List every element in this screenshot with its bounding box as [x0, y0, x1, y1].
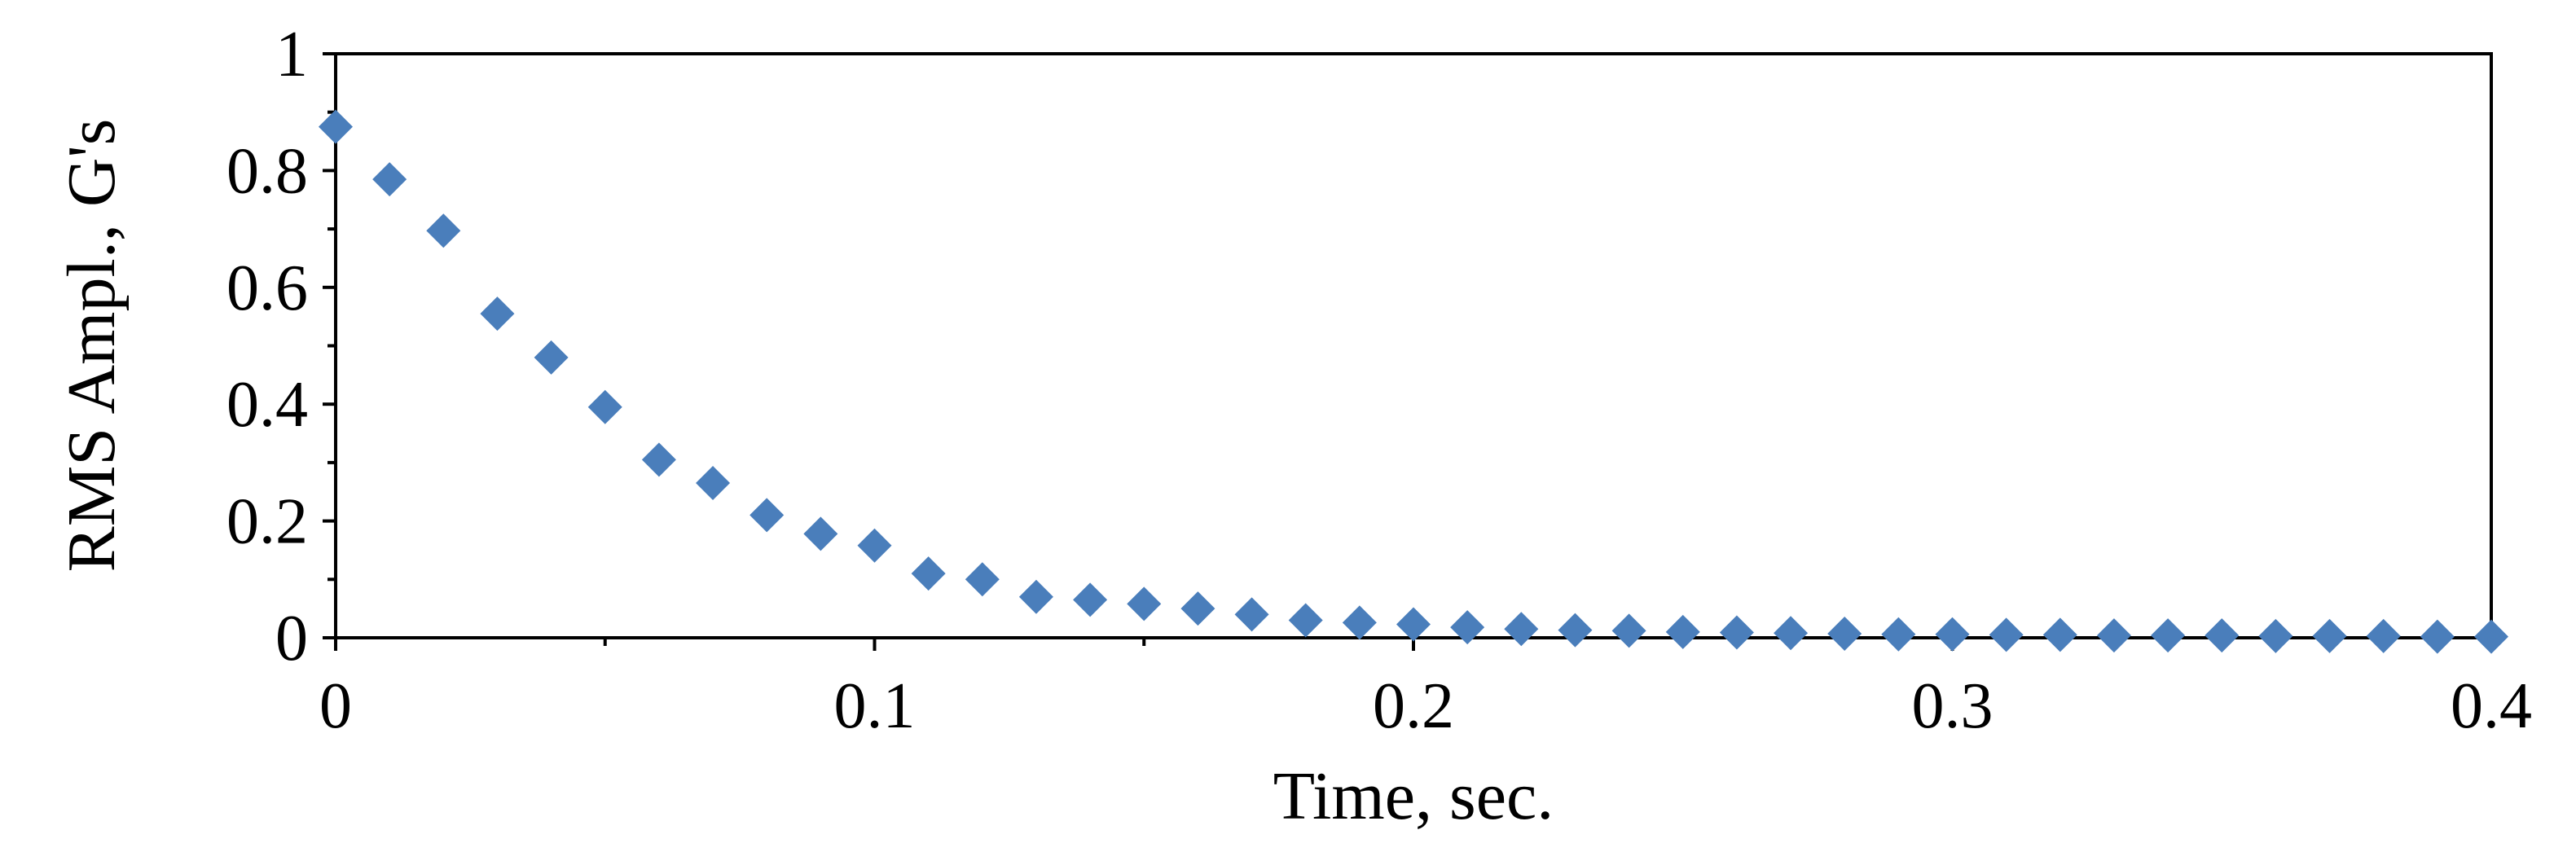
x-tick-label: 0.1 [834, 670, 916, 742]
x-axis-title: Time, sec. [1273, 758, 1554, 834]
data-point [2258, 618, 2293, 653]
data-point [1127, 586, 1162, 621]
data-point [1073, 582, 1108, 617]
data-point [1665, 614, 1700, 649]
data-point [2096, 618, 2131, 653]
data-point [2420, 619, 2455, 654]
y-tick-label: 0.6 [226, 253, 308, 324]
data-point [1018, 579, 1053, 614]
data-point [1342, 605, 1377, 640]
y-tick-label: 0.8 [226, 135, 308, 207]
data-point [2151, 618, 2186, 653]
x-tick-label: 0 [319, 670, 352, 742]
data-point [1935, 617, 1970, 652]
y-tick-label: 0 [275, 603, 308, 674]
data-point [2205, 618, 2240, 653]
data-point [426, 213, 461, 248]
y-tick-label: 0.4 [226, 369, 308, 441]
data-point [1396, 607, 1431, 642]
data-point [1827, 616, 1862, 651]
data-point [1180, 591, 1215, 626]
data-point [1450, 610, 1485, 645]
data-point [750, 498, 785, 533]
y-tick-label: 0.2 [226, 486, 308, 558]
data-point [911, 556, 946, 591]
y-axis: 0 0.2 0.4 0.6 0.8 1 [226, 19, 336, 674]
data-point [1234, 597, 1269, 632]
y-axis-title: RMS Ampl., G's [54, 119, 130, 573]
data-point [696, 465, 731, 500]
y-tick-label: 1 [275, 19, 308, 90]
data-point [2474, 619, 2508, 654]
data-point [2366, 618, 2401, 653]
data-point [587, 389, 622, 424]
data-point [1989, 617, 2024, 652]
x-tick-label: 0.4 [2451, 670, 2532, 742]
x-axis: 0 0.1 0.2 0.3 0.4 [319, 638, 2532, 742]
data-point [480, 296, 515, 332]
data-point [1611, 613, 1646, 648]
data-point [1558, 613, 1593, 648]
data-point [1719, 615, 1754, 650]
data-points [319, 109, 2508, 654]
data-point [2312, 618, 2347, 653]
data-point [1881, 617, 1916, 652]
data-point [857, 528, 892, 563]
data-point [803, 516, 838, 551]
plot-area [334, 52, 2493, 639]
data-point [2042, 617, 2077, 652]
data-point [1774, 616, 1809, 651]
data-point [1288, 603, 1323, 638]
x-tick-label: 0.3 [1912, 670, 1994, 742]
data-point [641, 442, 676, 477]
data-point [372, 162, 407, 197]
x-tick-label: 0.2 [1373, 670, 1454, 742]
data-point [965, 562, 1000, 597]
data-point [534, 340, 569, 375]
data-point [319, 109, 353, 144]
data-point [1504, 612, 1539, 647]
